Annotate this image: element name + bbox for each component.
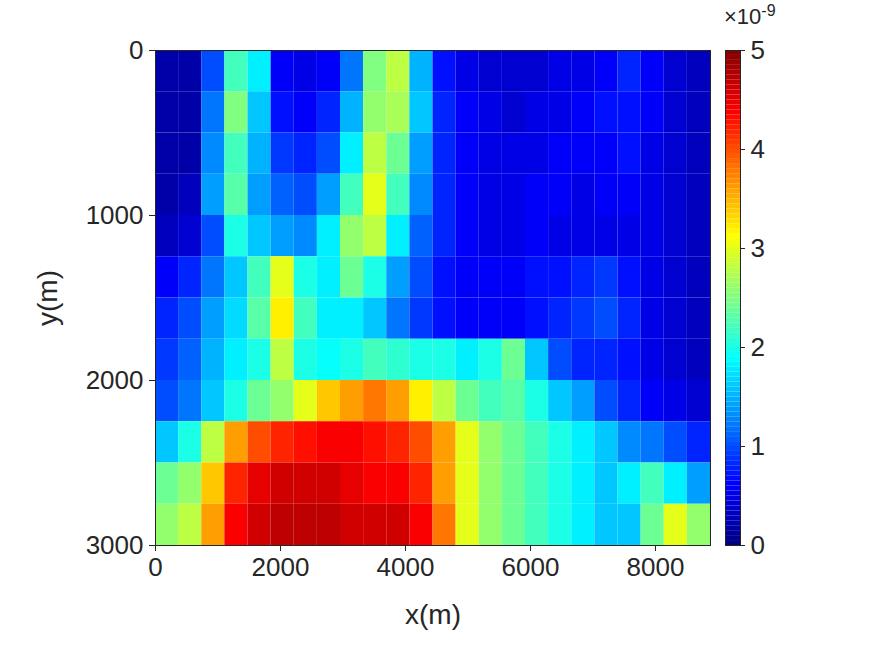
svg-text:y(m): y(m) <box>32 270 63 326</box>
svg-text:3000: 3000 <box>86 530 144 560</box>
svg-text:6000: 6000 <box>502 552 560 582</box>
svg-text:1000: 1000 <box>86 200 144 230</box>
svg-text:2000: 2000 <box>86 365 144 395</box>
svg-text:4000: 4000 <box>377 552 435 582</box>
svg-text:0: 0 <box>751 530 765 560</box>
html-text:×10-9: ×10-9 <box>724 2 776 30</box>
svg-text:5: 5 <box>751 35 765 65</box>
svg-text:8000: 8000 <box>627 552 685 582</box>
svg-text:4: 4 <box>751 134 765 164</box>
svg-text:x(m): x(m) <box>405 599 461 630</box>
svg-text:3: 3 <box>751 233 765 263</box>
svg-text:0: 0 <box>129 35 143 65</box>
svg-text:1: 1 <box>751 431 765 461</box>
svg-text:2: 2 <box>751 332 765 362</box>
svg-text:2000: 2000 <box>252 552 310 582</box>
svg-text:0: 0 <box>148 552 162 582</box>
